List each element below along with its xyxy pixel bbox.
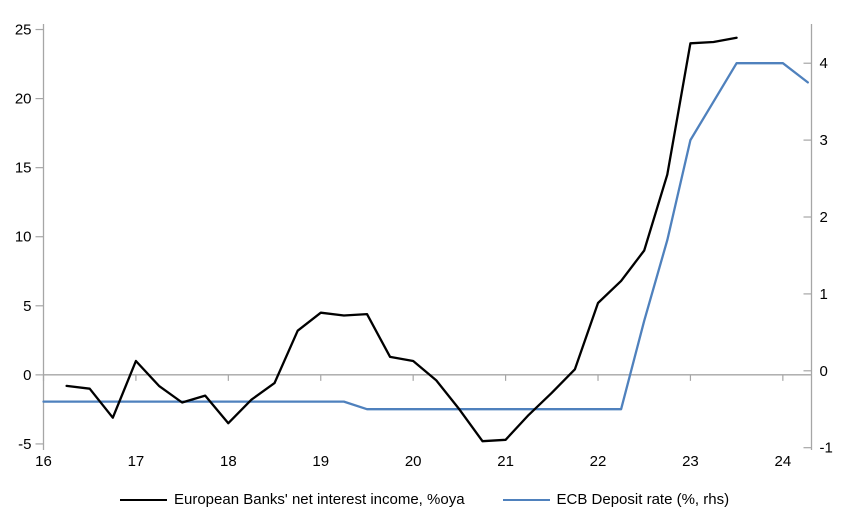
legend-item-european-banks-nii: European Banks' net interest income, %oy…: [120, 490, 465, 510]
x-axis-tick-label: 21: [497, 453, 514, 470]
left-axis-tick-label: -5: [18, 436, 31, 453]
right-axis-tick-label: 3: [820, 132, 828, 149]
x-axis-tick-label: 20: [405, 453, 422, 470]
legend-line-sample-deposit-rate: [502, 499, 550, 501]
series-line-ecb-deposit-rate: [42, 62, 809, 411]
chart-legend: European Banks' net interest income, %oy…: [120, 490, 729, 510]
left-axis-tick-label: 25: [15, 22, 32, 39]
series-line-european-banks-nii: [65, 36, 738, 443]
right-axis-tick-label: 4: [820, 55, 828, 72]
right-axis-tick-label: 0: [820, 363, 828, 380]
legend-label-deposit-rate: ECB Deposit rate (%, rhs): [556, 491, 730, 508]
right-axis-tick-label: 2: [820, 209, 828, 226]
x-axis-tick-label: 16: [35, 453, 52, 470]
left-axis-tick-label: 0: [23, 367, 31, 384]
x-axis-tick-label: 18: [220, 453, 237, 470]
legend-line-sample-nii: [120, 499, 167, 501]
left-axis-tick-label: 5: [23, 298, 31, 315]
legend-item-ecb-deposit-rate: ECB Deposit rate (%, rhs): [502, 490, 730, 510]
x-axis-tick-label: 23: [682, 453, 699, 470]
right-axis-tick-label: 1: [820, 286, 828, 303]
x-axis-tick-label: 17: [128, 453, 145, 470]
right-axis-tick-label: -1: [820, 440, 833, 457]
x-axis-tick-label: 22: [590, 453, 607, 470]
left-axis-tick-label: 15: [15, 160, 32, 177]
legend-label-nii: European Banks' net interest income, %oy…: [174, 491, 465, 508]
left-axis-tick-label: 20: [15, 91, 32, 108]
left-axis-tick-label: 10: [15, 229, 32, 246]
x-axis-tick-label: 24: [775, 453, 792, 470]
x-axis-tick-label: 19: [312, 453, 329, 470]
